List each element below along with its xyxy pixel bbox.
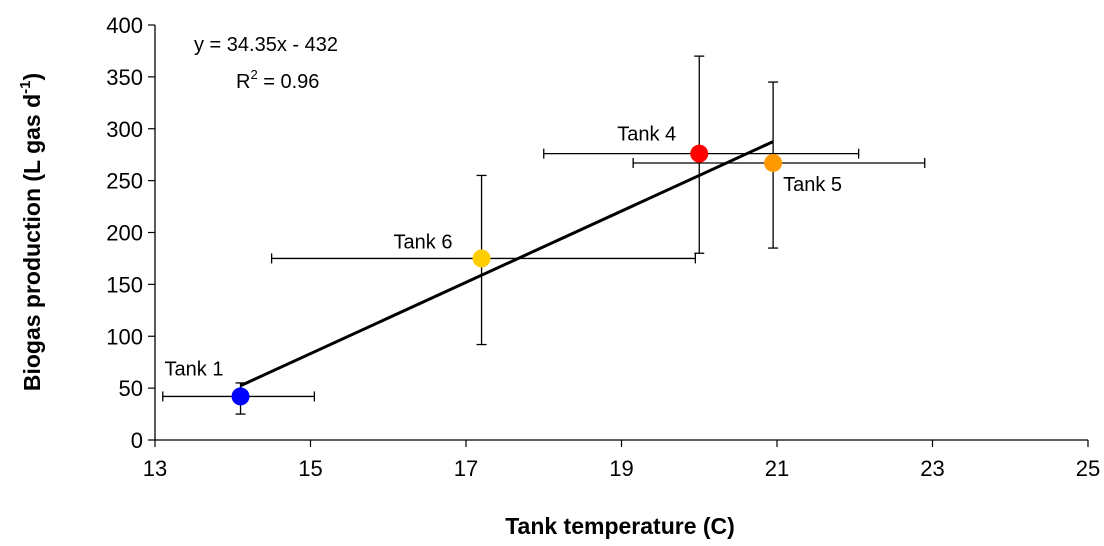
r-squared: R2 = 0.96 — [236, 67, 319, 93]
point-label: Tank 6 — [394, 231, 453, 253]
y-tick-label: 400 — [106, 13, 143, 38]
x-tick-label: 23 — [920, 456, 944, 481]
y-axis-title-superscript: -1 — [17, 81, 34, 94]
r2-value: = 0.96 — [258, 71, 320, 93]
error-bars — [163, 56, 925, 414]
y-tick-label: 150 — [106, 272, 143, 297]
y-tick-label: 100 — [106, 324, 143, 349]
x-tick-label: 21 — [765, 456, 789, 481]
regression-equation: y = 34.35x - 432 — [194, 34, 338, 56]
data-point — [764, 154, 782, 172]
x-ticks: 13 15 17 19 21 23 25 — [143, 440, 1100, 481]
r2-superscript: 2 — [250, 67, 257, 82]
point-label: Tank 5 — [783, 174, 842, 196]
trendline-group — [241, 142, 774, 386]
y-tick-label: 0 — [131, 428, 143, 453]
x-axis-title: Tank temperature (C) — [505, 513, 735, 539]
data-point — [690, 145, 708, 163]
trendline — [241, 142, 774, 386]
y-tick-label: 300 — [106, 117, 143, 142]
x-tick-label: 25 — [1076, 456, 1100, 481]
point-label: Tank 4 — [617, 124, 676, 146]
y-ticks: 0 50 100 150 200 250 300 350 400 — [106, 13, 155, 453]
y-tick-label: 250 — [106, 169, 143, 194]
y-tick-label: 350 — [106, 65, 143, 90]
x-tick-label: 13 — [143, 456, 167, 481]
point-labels: Tank 1 Tank 6 Tank 4 Tank 5 — [165, 124, 843, 381]
y-axis-title-close: ) — [19, 73, 45, 81]
point-label: Tank 1 — [165, 358, 224, 380]
x-tick-label: 15 — [298, 456, 322, 481]
y-tick-label: 50 — [119, 376, 143, 401]
r2-prefix: R — [236, 71, 250, 93]
x-tick-label: 19 — [609, 456, 633, 481]
y-axis-title: Biogas production (L gas d-1) — [17, 73, 45, 391]
y-tick-label: 200 — [106, 221, 143, 246]
data-point — [232, 387, 250, 405]
y-axis-title-main: Biogas production (L gas d — [19, 94, 45, 391]
data-point — [473, 249, 491, 267]
x-tick-label: 17 — [454, 456, 478, 481]
